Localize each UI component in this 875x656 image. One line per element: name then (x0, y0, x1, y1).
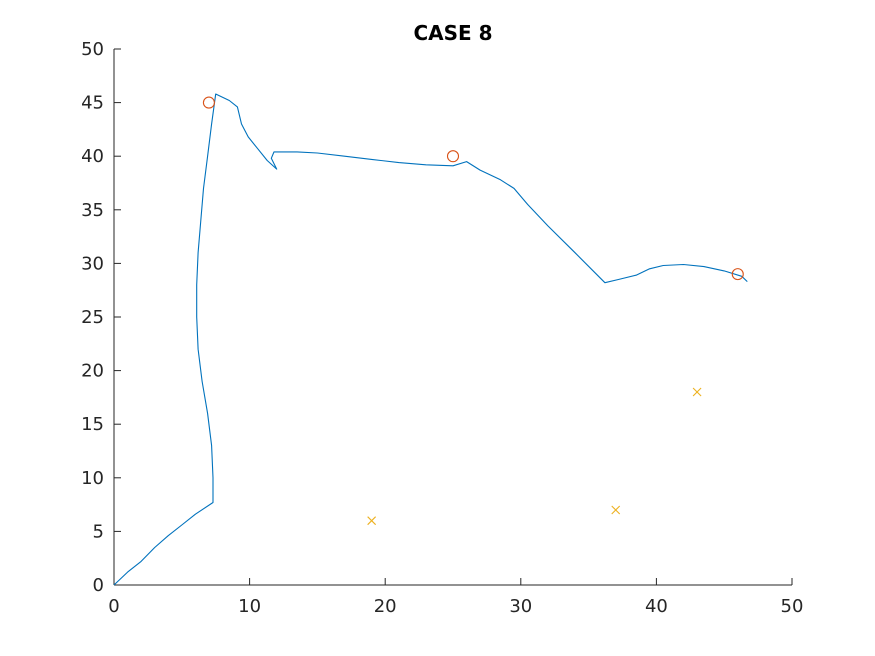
y-tick-label: 20 (81, 361, 104, 382)
circle-marker (446, 150, 460, 163)
x-tick-label: 40 (645, 596, 668, 617)
cross-marker (611, 505, 621, 515)
y-tick-label: 10 (81, 468, 104, 489)
cross-marker (367, 516, 377, 526)
chart-title: CASE 8 (413, 21, 492, 45)
y-tick-label: 15 (81, 414, 104, 435)
cross-marker (692, 387, 702, 397)
axes (113, 49, 792, 586)
x-tick-label: 10 (238, 596, 261, 617)
cross-stroke (692, 387, 702, 397)
y-tick-label: 35 (81, 200, 104, 221)
ticks: 0 10 20 30 40 50 0 5 10 15 20 25 30 35 40 45 50 (81, 39, 803, 617)
x-tick-label: 0 (108, 596, 119, 617)
y-tick-label: 5 (93, 521, 104, 542)
plot-area (113, 93, 748, 586)
circle-marker (731, 268, 744, 281)
y-tick-label: 45 (81, 93, 104, 114)
y-tick-label: 25 (81, 307, 104, 328)
y-tick-label: 30 (81, 253, 104, 274)
cross-stroke (611, 505, 621, 515)
trajectory-line (113, 93, 748, 586)
y-tick-label: 50 (81, 39, 104, 60)
x-tick-label: 20 (374, 596, 397, 617)
y-tick-label: 0 (93, 575, 104, 596)
cross-stroke (367, 516, 377, 526)
circle-marker (202, 96, 215, 109)
x-tick-label: 30 (509, 596, 532, 617)
x-tick-label: 50 (781, 596, 804, 617)
y-tick-label: 40 (81, 146, 104, 167)
